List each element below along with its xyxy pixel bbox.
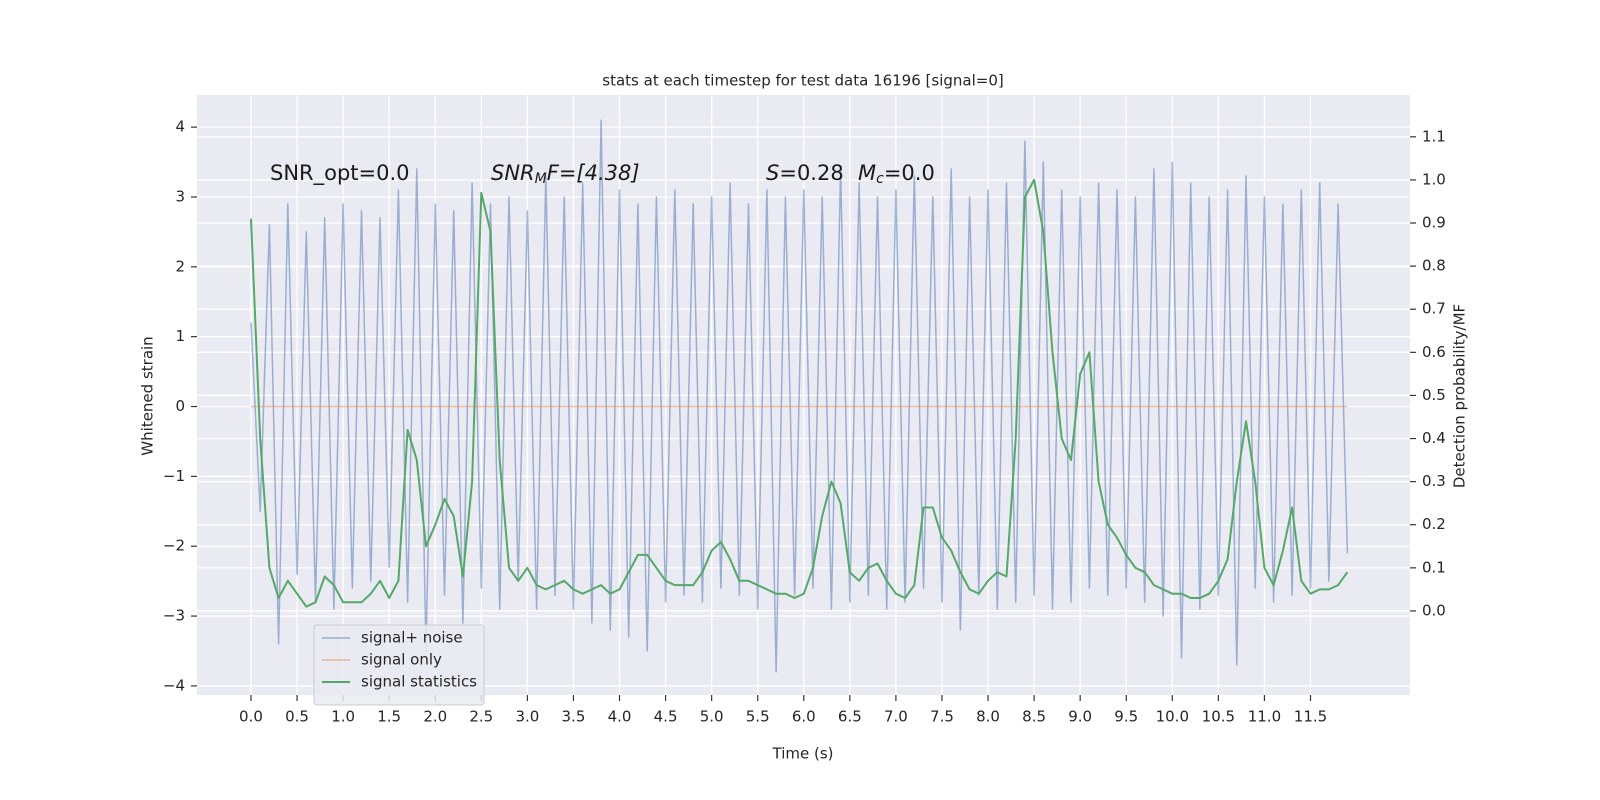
- y-axis-label: Whitened strain: [139, 336, 157, 455]
- y-tick-label: −4: [163, 676, 185, 694]
- x-tick-label: 2.0: [423, 708, 447, 726]
- annotation: SNRMF=[4.38]: [491, 161, 640, 187]
- x-tick-label: 11.0: [1248, 708, 1281, 726]
- y-tick-label: −3: [163, 607, 185, 625]
- x-tick-label: 6.0: [792, 708, 816, 726]
- x-tick-label: 4.0: [608, 708, 632, 726]
- x-tick-label: 10.0: [1156, 708, 1189, 726]
- annotation: Mc=0.0: [858, 161, 935, 187]
- x-tick-label: 7.5: [930, 708, 954, 726]
- x-axis-label: Time (s): [772, 745, 834, 763]
- y-tick-label: 1: [175, 327, 185, 345]
- y-tick-label: −1: [163, 467, 185, 485]
- x-tick-label: 10.5: [1202, 708, 1235, 726]
- x-tick-label: 8.0: [976, 708, 1000, 726]
- y2-tick-label: 1.1: [1422, 127, 1446, 145]
- x-tick-label: 1.0: [331, 708, 355, 726]
- x-tick-label: 8.5: [1022, 708, 1046, 726]
- x-tick-label: 2.5: [469, 708, 493, 726]
- x-tick-label: 9.5: [1114, 708, 1138, 726]
- y2-tick-label: 1.0: [1422, 170, 1446, 188]
- x-tick-label: 6.5: [838, 708, 862, 726]
- y2-tick-label: 0.8: [1422, 257, 1446, 275]
- legend-box: [313, 624, 485, 706]
- x-tick-label: 0.0: [239, 708, 263, 726]
- x-tick-label: 5.0: [700, 708, 724, 726]
- annotation-part: =0.28: [779, 161, 843, 185]
- y2-tick-label: 0.6: [1422, 343, 1446, 361]
- y2-tick-label: 0.2: [1422, 515, 1446, 533]
- annotation-part: M: [858, 161, 876, 185]
- y2-tick-label: 0.4: [1422, 429, 1446, 447]
- x-tick-label: 4.5: [654, 708, 678, 726]
- y2-tick-label: 0.3: [1422, 472, 1446, 490]
- x-tick-label: 11.5: [1294, 708, 1327, 726]
- series-line: [250, 119, 1349, 673]
- x-tick-label: 7.0: [884, 708, 908, 726]
- y2-tick-label: 0.5: [1422, 386, 1446, 404]
- annotation: SNR_opt=0.0: [270, 161, 410, 186]
- annotation-part: M: [535, 171, 547, 187]
- annotation-part: F=[4.38]: [547, 161, 640, 185]
- y2-tick-label: 0.9: [1422, 214, 1446, 232]
- annotation-part: S: [766, 161, 779, 185]
- x-tick-label: 9.0: [1068, 708, 1092, 726]
- x-tick-label: 1.5: [377, 708, 401, 726]
- annotation-part: c: [876, 171, 884, 187]
- x-tick-label: 3.0: [515, 708, 539, 726]
- marks: [250, 119, 1349, 673]
- x-tick-label: 5.5: [746, 708, 770, 726]
- x-tick-label: 3.5: [562, 708, 586, 726]
- ticks: 0.0 0.5 1.0 1.5 2.0 2.5 3.0 3.5 4.0 4.5 5.0 5.5 6.0 6…: [163, 118, 1446, 726]
- annotation-part: =0.0: [884, 161, 935, 185]
- y-tick-label: 2: [175, 257, 185, 275]
- annotation-part: SNR: [491, 161, 535, 185]
- y2-tick-label: 0.7: [1422, 300, 1446, 318]
- y2-axis-label: Detection probability/MF: [1451, 304, 1469, 488]
- y-tick-label: 3: [175, 187, 185, 205]
- legend: signal+ noise signal only signal statistic…: [313, 624, 485, 706]
- legend-label: signal only: [361, 651, 442, 669]
- y2-tick-label: 0.1: [1422, 558, 1446, 576]
- x-tick-label: 0.5: [285, 708, 309, 726]
- y2-tick-label: 0.0: [1422, 601, 1446, 619]
- legend-label: signal statistics: [361, 673, 477, 691]
- y-tick-label: −2: [163, 537, 185, 555]
- y-tick-label: 4: [175, 118, 185, 136]
- legend-label: signal+ noise: [361, 629, 463, 647]
- annotation: S=0.28: [766, 161, 844, 185]
- series-line: [250, 178, 1349, 608]
- y-tick-label: 0: [175, 397, 185, 415]
- chart-title: stats at each timestep for test data 161…: [602, 72, 1003, 90]
